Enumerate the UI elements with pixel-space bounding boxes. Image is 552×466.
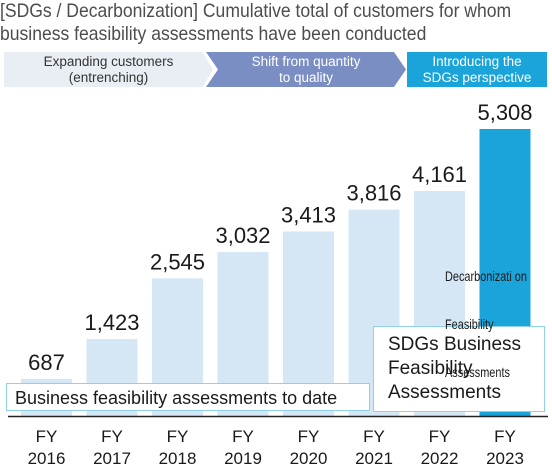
x-tick-label-0-1: 2016 bbox=[28, 449, 66, 466]
data-label-3: 3,032 bbox=[215, 223, 270, 248]
data-label-0: 687 bbox=[28, 350, 65, 375]
x-tick-label-3-1: 2019 bbox=[224, 449, 262, 466]
chart-title-line1: [SDGs / Decarbonization] Cumulative tota… bbox=[0, 0, 512, 22]
phase-expanding-customers: Expanding customers (entrenching) bbox=[4, 52, 213, 87]
x-tick-label-7-0: FY bbox=[494, 427, 516, 446]
annotation-decarbonization-assessments: Decarbonizati on Feasibility Assessments bbox=[441, 236, 543, 380]
phase-sdgs-perspective: Introducing the SDGs perspective bbox=[407, 52, 547, 87]
annotation-sdgs-assessments: SDGs Business Feasibility Assessments bbox=[373, 326, 545, 412]
x-tick-label-4-0: FY bbox=[298, 427, 320, 446]
decarb-line-2: Feasibility bbox=[445, 316, 494, 332]
data-label-1: 1,423 bbox=[84, 310, 139, 335]
chart-title: [SDGs / Decarbonization] Cumulative tota… bbox=[0, 0, 512, 46]
data-label-4: 3,413 bbox=[281, 202, 336, 227]
data-label-5: 3,816 bbox=[346, 181, 401, 206]
x-tick-label-6-1: 2022 bbox=[421, 449, 459, 466]
x-tick-label-7-1: 2023 bbox=[486, 449, 524, 466]
data-label-6: 4,161 bbox=[412, 162, 467, 187]
x-tick-label-0-0: FY bbox=[36, 427, 58, 446]
x-tick-label-6-0: FY bbox=[429, 427, 451, 446]
phase-quantity-to-quality: Shift from quantity to quality bbox=[206, 52, 406, 87]
x-tick-label-2-1: 2018 bbox=[159, 449, 197, 466]
data-label-2: 2,545 bbox=[150, 249, 205, 274]
decarb-line-1: Decarbonizati on bbox=[445, 268, 527, 284]
data-label-7: 5,308 bbox=[477, 100, 532, 125]
x-tick-label-1-0: FY bbox=[101, 427, 123, 446]
x-tick-label-4-1: 2020 bbox=[290, 449, 328, 466]
decarb-line-3: Assessments bbox=[445, 364, 510, 380]
x-tick-label-5-0: FY bbox=[363, 427, 385, 446]
x-tick-label-2-0: FY bbox=[167, 427, 189, 446]
x-tick-label-1-1: 2017 bbox=[93, 449, 131, 466]
x-tick-label-3-0: FY bbox=[232, 427, 254, 446]
chart-title-line2: business feasibility assessments have be… bbox=[0, 23, 427, 45]
x-tick-label-5-1: 2021 bbox=[355, 449, 393, 466]
annotation-assessments-to-date: Business feasibility assessments to date bbox=[6, 383, 370, 411]
